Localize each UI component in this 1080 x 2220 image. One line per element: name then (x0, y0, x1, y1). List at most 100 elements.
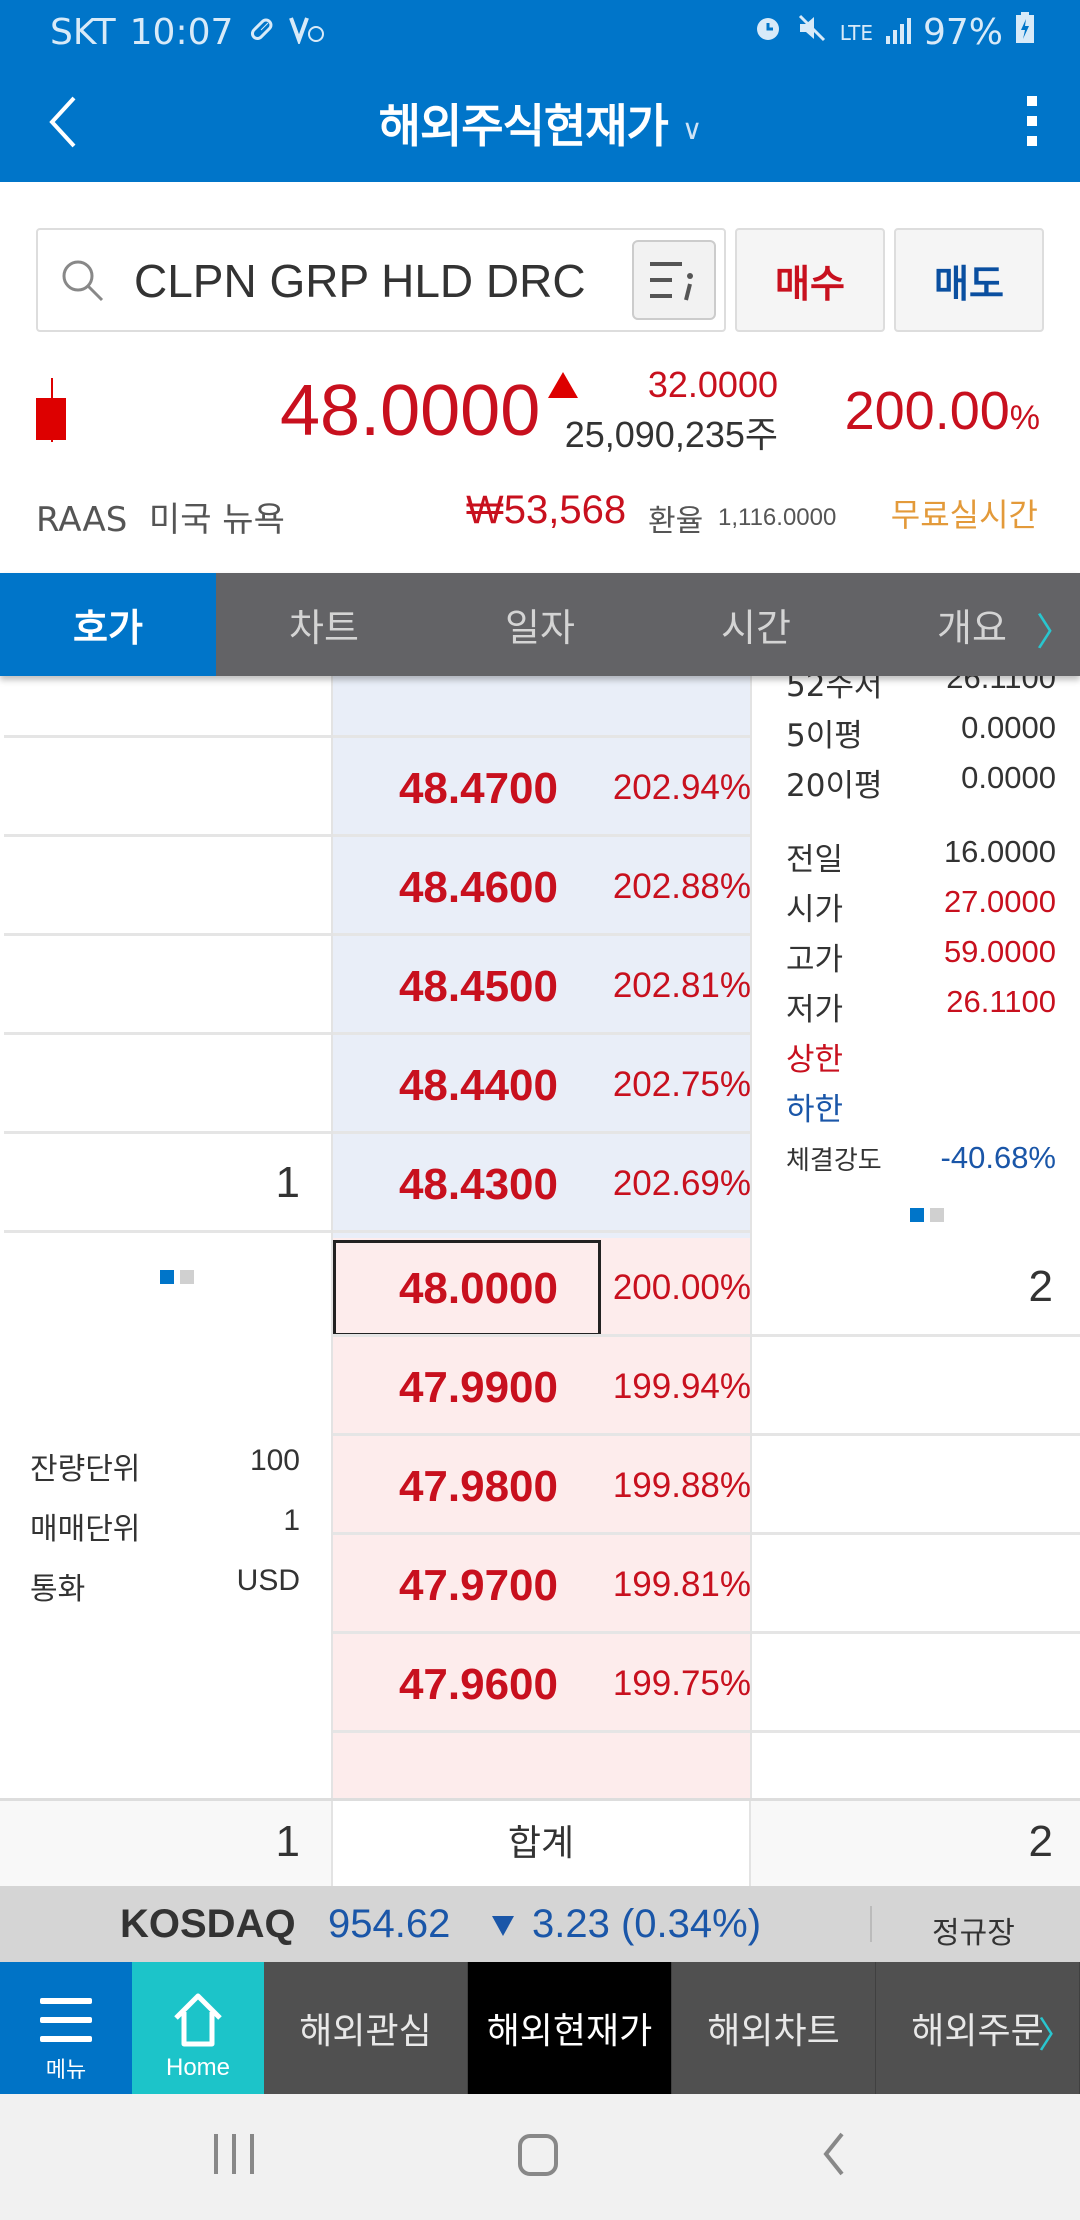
fx-label: 환율 (648, 504, 704, 539)
chevron-right-icon[interactable]: 〉 (1035, 610, 1074, 654)
bid-row[interactable] (0, 1733, 1080, 1798)
upper-limit-label: 상한 (786, 1042, 844, 1078)
ask-price: 48.4700 (398, 764, 558, 813)
recent-apps-button[interactable] (214, 2134, 254, 2174)
screen-title: 해외주식현재가 (378, 99, 669, 153)
tab-overview[interactable]: 개요 (937, 606, 1007, 650)
ask-row[interactable]: 48.4500 202.81% (0, 936, 1080, 1035)
sell-button[interactable]: 매도 (894, 228, 1044, 332)
trade-unit-value: 1 (283, 1504, 300, 1537)
system-back-button[interactable] (818, 2130, 848, 2182)
trade-strength-label: 체결강도 (786, 1146, 882, 1176)
nav-overseas-chart[interactable]: 해외차트 (672, 1962, 876, 2094)
chevron-right-icon[interactable]: 〉 (1037, 2015, 1074, 2056)
bid-price: 47.9800 (398, 1462, 558, 1511)
market-name: 미국 뉴욕 (148, 500, 285, 540)
trade-strength-value: -40.68% (940, 1140, 1056, 1175)
fx-rate: 1,116.0000 (718, 504, 837, 531)
ask-row[interactable]: 48.4400 202.75% (0, 1035, 1080, 1134)
index-ticker[interactable]: KOSDAQ 954.62 3.23 (0.34%) 정규장 (0, 1886, 1080, 1962)
low-value: 26.1100 (946, 984, 1056, 1019)
ask-rate: 202.81% (612, 966, 751, 1005)
tab-daily[interactable]: 일자 (505, 606, 575, 650)
open-label: 시가 (786, 892, 844, 928)
high-label: 고가 (786, 942, 844, 978)
chevron-down-icon: ∨ (681, 113, 702, 146)
order-book[interactable]: 48.4700 202.94% 48.4600 202.88% 48.4500 … (0, 676, 1080, 1798)
ma20-value: 0.0000 (961, 760, 1056, 795)
nav-overseas-watchlist[interactable]: 해외관심 (264, 1962, 468, 2094)
tab-chart[interactable]: 차트 (289, 606, 359, 650)
stock-search-field[interactable]: CLPN GRP HLD DRC (36, 228, 726, 332)
mute-icon (796, 12, 828, 53)
ma20-label: 20이평 (786, 768, 883, 804)
ask-rate: 202.75% (612, 1065, 751, 1104)
change-percent: 200.00% (844, 381, 1040, 441)
more-menu-button[interactable] (1024, 96, 1040, 146)
alarm-icon (752, 12, 784, 53)
price-change: 32.0000 (647, 364, 778, 405)
ask-price: 48.4400 (398, 1061, 558, 1110)
ask-total: 1 (275, 1817, 300, 1866)
bid-rate: 199.81% (612, 1565, 751, 1604)
menu-button[interactable]: 메뉴 (0, 1962, 132, 2094)
bottom-nav: 메뉴 Home 해외관심 해외현재가 해외차트 해외주문 〉 (0, 1962, 1080, 2094)
bid-rate: 199.94% (612, 1367, 751, 1406)
bid-row-current[interactable]: 48.0000 200.00% 2 (0, 1238, 1080, 1337)
ask-row[interactable] (0, 676, 1080, 738)
lot-unit-label: 잔량단위 (30, 1452, 141, 1487)
volte-icon (289, 12, 325, 53)
system-nav-bar (0, 2094, 1080, 2220)
back-button[interactable] (40, 90, 90, 154)
prev-close-value: 16.0000 (943, 834, 1056, 869)
more-vert-icon (1027, 96, 1037, 106)
app-bar: 해외주식현재가 ∨ (0, 62, 1080, 182)
down-arrow-icon (492, 1916, 514, 1936)
search-icon (58, 256, 108, 306)
bid-price: 47.9600 (398, 1660, 558, 1709)
totals-row: 1 합계 2 (0, 1798, 1080, 1886)
home-button[interactable]: Home (132, 1962, 264, 2094)
bid-row[interactable]: 47.9700 199.81% (0, 1535, 1080, 1634)
bid-total: 2 (1028, 1817, 1053, 1866)
stock-list-button[interactable] (632, 240, 716, 320)
index-change: 3.23 (0.34%) (532, 1902, 762, 1946)
quote-info-panel[interactable]: 52주저 26.1100 5이평 0.0000 20이평 0.0000 전일 16.00… (752, 676, 1080, 1238)
ask-row[interactable]: 48.4700 202.94% (0, 738, 1080, 837)
carrier: SKT (50, 12, 116, 53)
system-home-button[interactable] (518, 2134, 558, 2176)
tab-time[interactable]: 시간 (721, 606, 791, 650)
high-value: 59.0000 (943, 934, 1056, 969)
currency-value: USD (236, 1564, 300, 1597)
ask-rate: 202.94% (612, 768, 751, 807)
realtime-link[interactable]: 무료실시간 (890, 496, 1038, 534)
hamburger-icon (40, 1998, 92, 2055)
tab-orderbook[interactable]: 호가 (0, 573, 216, 676)
up-arrow-icon (548, 372, 578, 398)
bid-row[interactable]: 47.9600 199.75% (0, 1634, 1080, 1733)
nav-overseas-quote[interactable]: 해외현재가 (468, 1962, 672, 2094)
index-value: 954.62 (328, 1902, 451, 1946)
battery-percent: 97% (922, 12, 1003, 53)
search-value[interactable]: CLPN GRP HLD DRC (134, 255, 586, 307)
lower-limit-label: 하한 (786, 1092, 844, 1128)
bid-price: 48.0000 (398, 1264, 558, 1313)
screen-title-dropdown[interactable]: 해외주식현재가 ∨ (0, 90, 1080, 156)
meta-page-indicator[interactable] (160, 1270, 194, 1284)
ask-price: 48.4600 (398, 863, 558, 912)
bid-row[interactable]: 47.9900 199.94% (0, 1337, 1080, 1436)
network-type: LTE (839, 20, 873, 45)
bid-rate: 200.00% (612, 1268, 751, 1307)
ask-qty: 1 (275, 1158, 300, 1207)
signal-icon (885, 12, 911, 53)
buy-button[interactable]: 매수 (735, 228, 885, 332)
currency-label: 통화 (30, 1572, 86, 1607)
bid-row[interactable]: 47.9800 199.88% (0, 1436, 1080, 1535)
low-label: 저가 (786, 992, 844, 1028)
ticker-market: RAAS 미국 뉴욕 (36, 492, 285, 541)
ask-price: 48.4300 (398, 1160, 558, 1209)
tab-bar: 호가 차트 일자 시간 개요 〉 (0, 573, 1080, 676)
current-price: 48.0000 (280, 371, 541, 451)
panel-page-indicator[interactable] (910, 1208, 944, 1222)
ask-row[interactable]: 48.4600 202.88% (0, 837, 1080, 936)
